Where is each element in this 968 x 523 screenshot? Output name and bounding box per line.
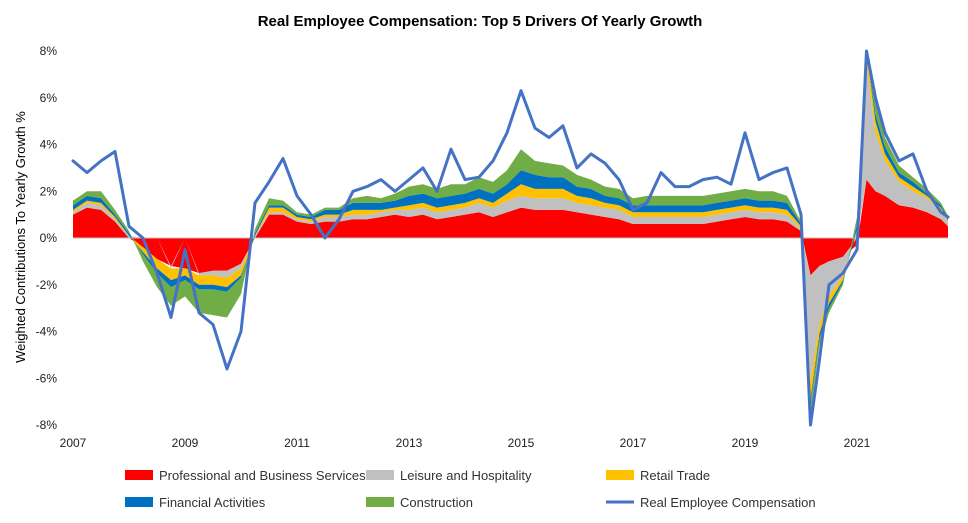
y-tick-label: -2% [36,278,58,292]
x-axis: 2007 2009 2011 2013 2015 2017 2019 2021 [60,436,871,450]
legend-key-financial-activities [125,497,153,507]
y-tick-label: 4% [40,138,58,152]
x-tick-label: 2017 [620,436,647,450]
legend-key-construction [366,497,394,507]
legend-label: Real Employee Compensation [640,495,816,510]
chart-title: Real Employee Compensation: Top 5 Driver… [258,13,703,30]
legend: Professional and Business Services Leisur… [125,468,816,510]
x-tick-label: 2013 [396,436,423,450]
legend-label: Professional and Business Services [159,468,366,483]
legend-label: Construction [400,495,473,510]
y-tick-label: 8% [40,44,58,58]
legend-key-professional-and-business-services [125,470,153,480]
legend-key-leisure-and-hospitality [366,470,394,480]
y-tick-label: -6% [36,371,58,385]
plot-area [71,49,950,427]
y-tick-label: 0% [40,231,58,245]
x-tick-label: 2021 [844,436,871,450]
y-axis: 8% 6% 4% 2% 0% -2% -4% -6% -8% [36,44,58,432]
y-tick-label: 2% [40,184,58,198]
y-tick-label: -4% [36,325,58,339]
legend-item: Retail Trade [606,468,710,483]
legend-item: Leisure and Hospitality [366,468,532,483]
x-tick-label: 2009 [172,436,199,450]
y-tick-label: -8% [36,418,58,432]
legend-key-retail-trade [606,470,634,480]
legend-item: Financial Activities [125,495,266,510]
legend-label: Leisure and Hospitality [400,468,532,483]
series-line-real-employee-compensation [71,49,950,427]
legend-item: Construction [366,495,473,510]
x-tick-label: 2015 [508,436,535,450]
x-tick-label: 2007 [60,436,87,450]
legend-item: Real Employee Compensation [606,495,816,510]
x-tick-label: 2011 [284,436,310,450]
legend-label: Retail Trade [640,468,710,483]
y-tick-label: 6% [40,91,58,105]
legend-label: Financial Activities [159,495,266,510]
legend-item: Professional and Business Services [125,468,366,483]
y-axis-title: Weighted Contributions To Yearly Growth … [13,111,28,363]
x-tick-label: 2019 [732,436,759,450]
series-area-professional-and-business-services [73,179,948,276]
